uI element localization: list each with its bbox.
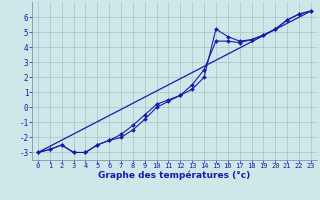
X-axis label: Graphe des températures (°c): Graphe des températures (°c) — [98, 171, 251, 180]
